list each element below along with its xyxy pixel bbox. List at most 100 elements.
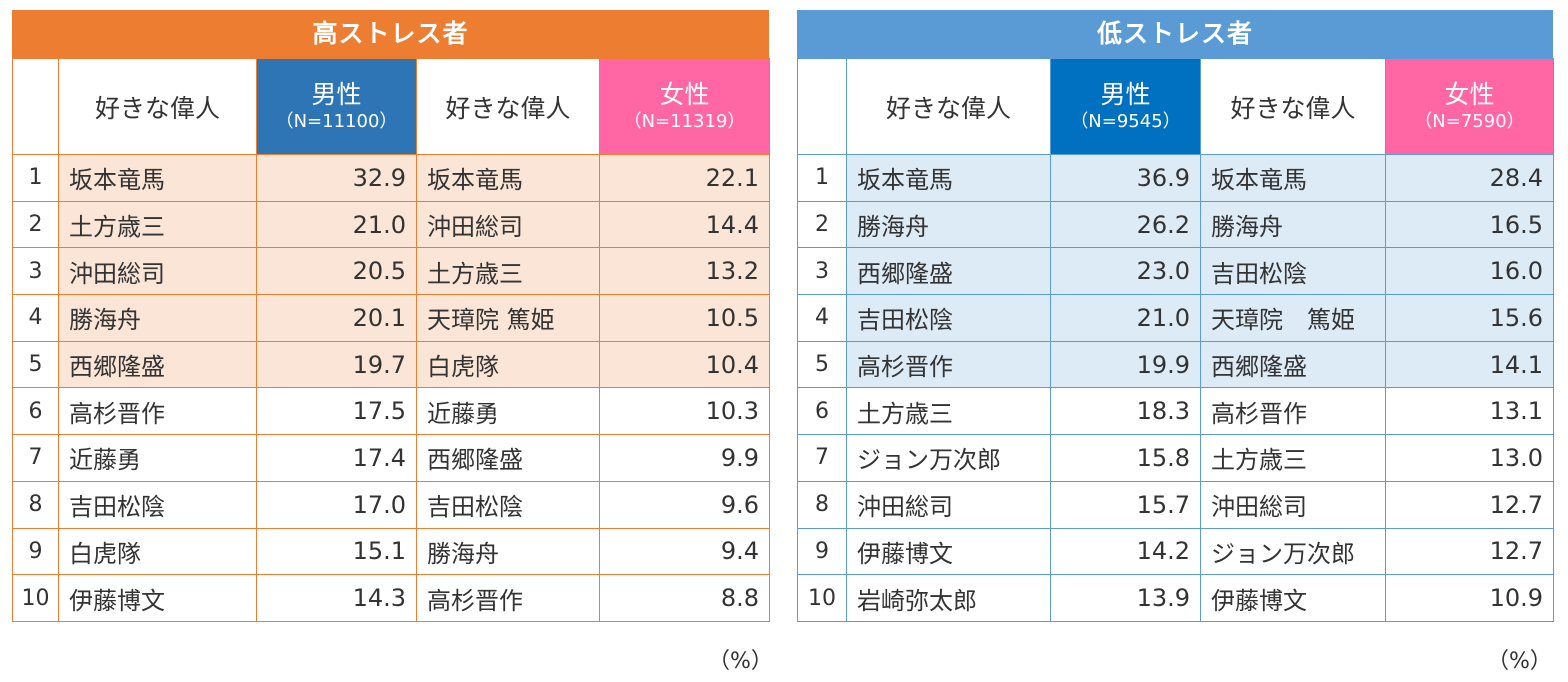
female-value-cell: 9.9 [599, 434, 770, 482]
rank-cell: 5 [797, 340, 847, 389]
male-value-cell: 14.2 [1050, 527, 1201, 576]
table-row: 4 吉田松陰 21.0 天璋院 篤姫 15.6 [797, 294, 1554, 342]
male-name-cell: 坂本竜馬 [58, 154, 257, 202]
rank-cell: 6 [12, 387, 59, 436]
rank-cell: 10 [12, 574, 59, 622]
rank-cell: 2 [12, 200, 59, 249]
rank-cell: 3 [797, 247, 847, 296]
table-row: 10 伊藤博文 14.3 高杉晋作 8.8 [12, 574, 770, 622]
female-name-cell: 坂本竜馬 [416, 154, 600, 202]
male-header: 男性 （N=11100） [256, 58, 417, 155]
male-name-cell: 高杉晋作 [846, 340, 1051, 389]
female-value-cell: 15.6 [1385, 294, 1554, 342]
table-row: 8 沖田総司 15.7 沖田総司 12.7 [797, 480, 1554, 529]
table-row: 1 坂本竜馬 36.9 坂本竜馬 28.4 [797, 154, 1554, 202]
female-value-cell: 10.3 [599, 387, 770, 436]
female-value-cell: 13.0 [1385, 434, 1554, 482]
rank-cell: 7 [12, 434, 59, 482]
male-name-cell: 土方歳三 [846, 387, 1051, 436]
male-name-cell: 坂本竜馬 [846, 154, 1051, 202]
rank-cell: 8 [12, 480, 59, 529]
rank-cell: 10 [797, 574, 847, 622]
male-name-cell: 西郷隆盛 [846, 247, 1051, 296]
low-stress-table: 好きな偉人 男性 （N=9545） 好きな偉人 女性 （N=7590） 1 坂本竜… [797, 58, 1554, 622]
female-value-cell: 9.6 [599, 480, 770, 529]
male-name-cell: 近藤勇 [58, 434, 257, 482]
female-name-cell: 近藤勇 [416, 387, 600, 436]
high-stress-unit-label: （%） [708, 649, 773, 674]
low-stress-unit-label: （%） [1487, 649, 1552, 674]
male-value-cell: 21.0 [1050, 294, 1201, 342]
male-name-cell: 岩崎弥太郎 [846, 574, 1051, 622]
male-value-cell: 18.3 [1050, 387, 1201, 436]
table-row: 6 土方歳三 18.3 高杉晋作 13.1 [797, 387, 1554, 436]
female-name-cell: 沖田総司 [416, 200, 600, 249]
low-stress-panel: 低ストレス者 好きな偉人 男性 （N=9545） 好きな偉人 女性 （N=759… [797, 10, 1554, 622]
female-name-cell: 勝海舟 [1200, 200, 1386, 249]
table-row: 5 高杉晋作 19.9 西郷隆盛 14.1 [797, 340, 1554, 389]
male-name-cell: ジョン万次郎 [846, 434, 1051, 482]
table-row: 9 伊藤博文 14.2 ジョン万次郎 12.7 [797, 527, 1554, 576]
table-row: 2 土方歳三 21.0 沖田総司 14.4 [12, 200, 770, 249]
female-value-cell: 16.0 [1385, 247, 1554, 296]
rank-header [797, 58, 847, 155]
table-row: 6 高杉晋作 17.5 近藤勇 10.3 [12, 387, 770, 436]
rank-cell: 1 [12, 154, 59, 202]
table-row: 2 勝海舟 26.2 勝海舟 16.5 [797, 200, 1554, 249]
rank-cell: 2 [797, 200, 847, 249]
male-name-cell: 土方歳三 [58, 200, 257, 249]
male-sample-size: （N=11100） [275, 110, 398, 132]
male-value-cell: 19.9 [1050, 340, 1201, 389]
rank-header [12, 58, 59, 155]
high-stress-title: 高ストレス者 [12, 10, 769, 58]
male-value-cell: 13.9 [1050, 574, 1201, 622]
rank-cell: 6 [797, 387, 847, 436]
male-name-header: 好きな偉人 [846, 58, 1051, 155]
male-name-cell: 白虎隊 [58, 527, 257, 576]
female-value-cell: 14.4 [599, 200, 770, 249]
rank-cell: 4 [797, 294, 847, 342]
male-value-cell: 36.9 [1050, 154, 1201, 202]
header-row: 好きな偉人 男性 （N=9545） 好きな偉人 女性 （N=7590） [797, 58, 1554, 155]
rank-cell: 5 [12, 340, 59, 389]
female-value-cell: 12.7 [1385, 527, 1554, 576]
header-row: 好きな偉人 男性 （N=11100） 好きな偉人 女性 （N=11319） [12, 58, 770, 155]
female-name-cell: 沖田総司 [1200, 480, 1386, 529]
table-row: 10 岩崎弥太郎 13.9 伊藤博文 10.9 [797, 574, 1554, 622]
female-value-cell: 14.1 [1385, 340, 1554, 389]
male-value-cell: 23.0 [1050, 247, 1201, 296]
female-value-cell: 28.4 [1385, 154, 1554, 202]
female-name-cell: 西郷隆盛 [416, 434, 600, 482]
female-name-cell: 伊藤博文 [1200, 574, 1386, 622]
male-value-cell: 17.5 [256, 387, 417, 436]
female-value-cell: 8.8 [599, 574, 770, 622]
male-name-cell: 西郷隆盛 [58, 340, 257, 389]
female-sample-size: （N=11319） [623, 110, 746, 132]
female-name-cell: 高杉晋作 [1200, 387, 1386, 436]
female-value-cell: 13.1 [1385, 387, 1554, 436]
female-value-cell: 10.4 [599, 340, 770, 389]
female-header: 女性 （N=7590） [1385, 58, 1554, 155]
male-header: 男性 （N=9545） [1050, 58, 1201, 155]
rank-cell: 1 [797, 154, 847, 202]
female-name-cell: 天璋院 篤姫 [416, 294, 600, 342]
table-row: 8 吉田松陰 17.0 吉田松陰 9.6 [12, 480, 770, 529]
male-value-cell: 15.1 [256, 527, 417, 576]
female-name-cell: 白虎隊 [416, 340, 600, 389]
female-name-cell: 高杉晋作 [416, 574, 600, 622]
female-name-cell: 天璋院 篤姫 [1200, 294, 1386, 342]
female-value-cell: 10.9 [1385, 574, 1554, 622]
male-name-cell: 吉田松陰 [846, 294, 1051, 342]
female-name-cell: 土方歳三 [1200, 434, 1386, 482]
male-name-header: 好きな偉人 [58, 58, 257, 155]
female-name-header: 好きな偉人 [1200, 58, 1386, 155]
female-sample-size: （N=7590） [1414, 110, 1525, 132]
female-value-cell: 16.5 [1385, 200, 1554, 249]
table-row: 9 白虎隊 15.1 勝海舟 9.4 [12, 527, 770, 576]
male-name-cell: 伊藤博文 [846, 527, 1051, 576]
male-name-cell: 伊藤博文 [58, 574, 257, 622]
rank-cell: 9 [797, 527, 847, 576]
table-row: 3 西郷隆盛 23.0 吉田松陰 16.0 [797, 247, 1554, 296]
female-value-cell: 12.7 [1385, 480, 1554, 529]
